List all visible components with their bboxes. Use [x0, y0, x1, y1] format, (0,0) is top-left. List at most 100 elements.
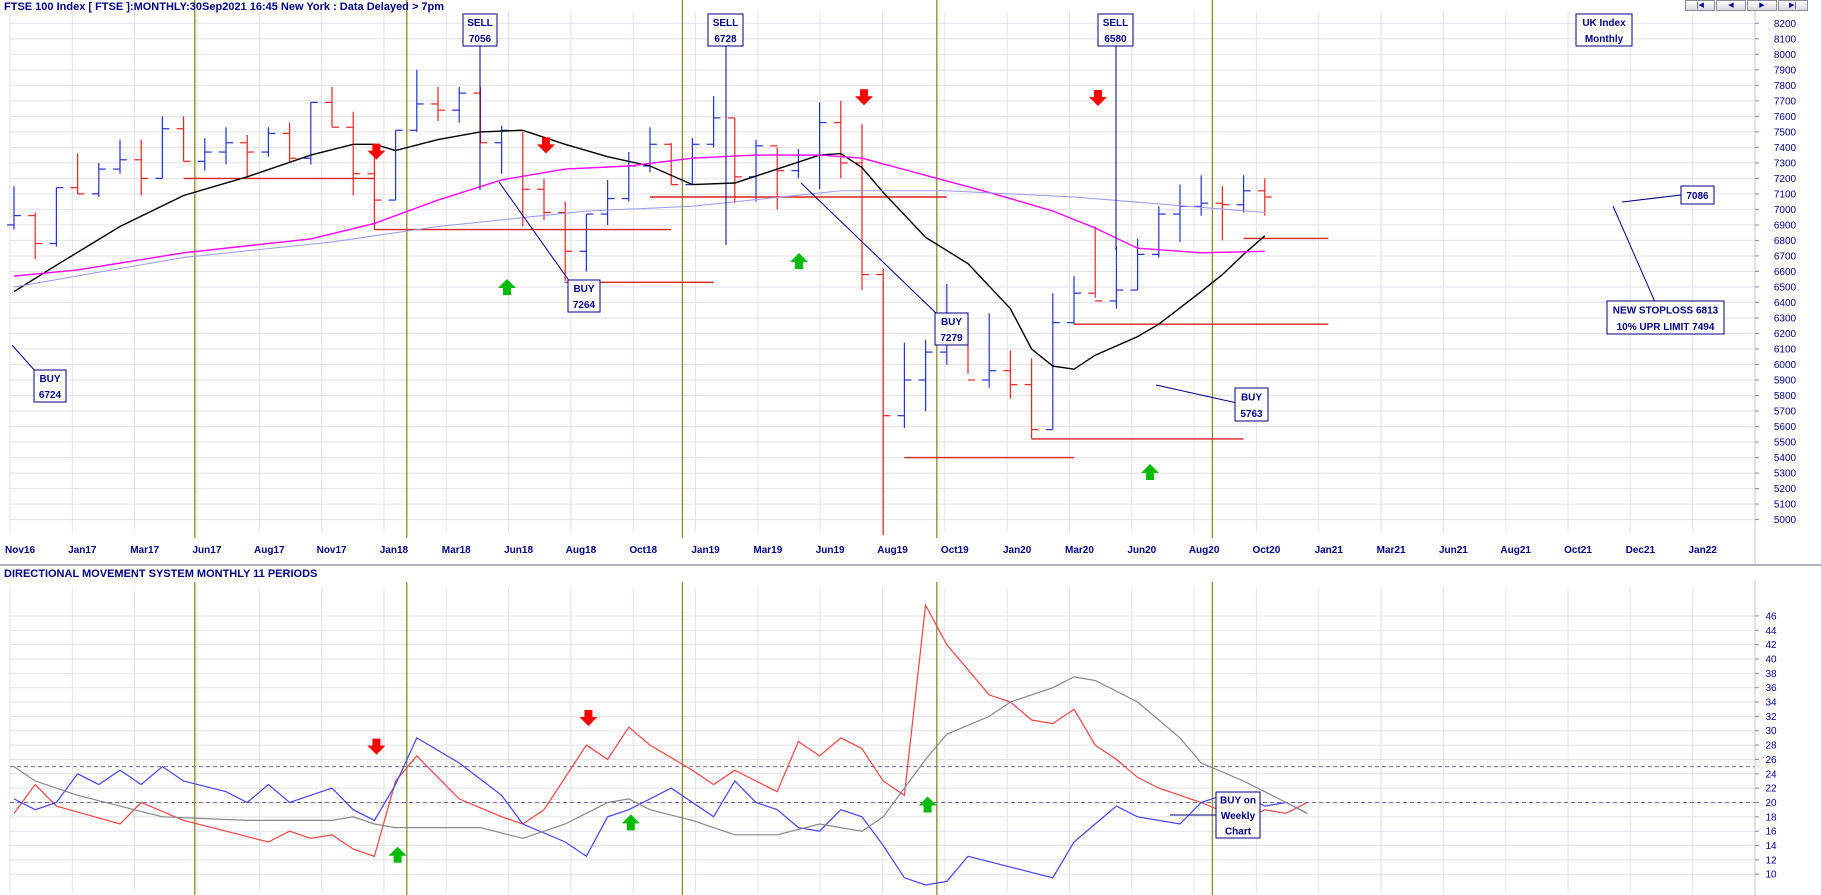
dms-tick-label: 20 — [1765, 798, 1777, 809]
dms-buy-arrow-icon — [918, 796, 937, 813]
x-tick-label: Aug21 — [1500, 545, 1531, 556]
ohlc-bar — [219, 127, 233, 165]
price-tick-label: 8000 — [1774, 50, 1797, 61]
ohlc-bar — [812, 102, 827, 190]
dms-tick-label: 18 — [1765, 812, 1777, 823]
ohlc-bar — [1067, 276, 1081, 325]
price-tick-label: 5400 — [1774, 453, 1797, 464]
x-tick-label: Oct20 — [1253, 545, 1281, 556]
ohlc-bar — [982, 313, 997, 388]
ohlc-bar — [833, 100, 848, 179]
annotation-box — [934, 312, 969, 346]
ohlc-bar — [176, 116, 191, 162]
dms-tick-label: 28 — [1765, 741, 1777, 752]
annotation-text: BUY on — [1220, 796, 1256, 807]
x-tick-label: Aug18 — [566, 545, 597, 556]
x-tick-label: Jan22 — [1688, 545, 1717, 556]
price-tick-label: 6900 — [1774, 220, 1797, 231]
price-tick-label: 7700 — [1774, 96, 1797, 107]
first-nav-button[interactable]: |◀ — [1685, 0, 1715, 11]
ohlc-bar — [1003, 350, 1018, 399]
sell-arrow-icon — [367, 143, 386, 160]
ohlc-bar — [452, 86, 467, 123]
ohlc-bar — [282, 122, 297, 163]
buy-arrow-icon — [1141, 464, 1159, 480]
x-tick-label: Jan21 — [1315, 545, 1344, 556]
ohlc-bar — [1257, 178, 1272, 216]
annotation-text: SELL — [467, 18, 493, 29]
dms-tick-label: 46 — [1765, 611, 1777, 622]
ohlc-bar — [1130, 238, 1145, 291]
x-tick-label: Nov17 — [317, 545, 347, 556]
ohlc-bar — [494, 125, 509, 174]
ohlc-bar — [91, 162, 106, 198]
price-chart-title: FTSE 100 Index [ FTSE ]:MONTHLY:30Sep202… — [4, 1, 444, 13]
ohlc-bar — [897, 342, 912, 429]
ohlc-bar — [1194, 175, 1209, 216]
ohlc-bar — [600, 179, 615, 225]
x-tick-label: Jun17 — [193, 545, 222, 556]
ohlc-bar — [558, 201, 573, 281]
price-tick-label: 6100 — [1774, 344, 1797, 355]
price-tick-label: 5900 — [1774, 376, 1797, 387]
dms-tick-label: 34 — [1765, 698, 1777, 709]
x-tick-label: Mar17 — [130, 545, 159, 556]
dms-tick-label: 30 — [1765, 726, 1777, 737]
annotation-box — [567, 279, 601, 313]
dms-buy-arrow-icon — [388, 846, 407, 863]
buy-label-7279: BUY 7279 — [934, 312, 969, 346]
x-tick-label: Jun21 — [1439, 545, 1468, 556]
ohlc-bar — [70, 153, 85, 195]
next-icon: ▶ — [1759, 1, 1765, 9]
price-tick-label: 5000 — [1774, 515, 1797, 526]
x-tick-label: Mar19 — [753, 545, 782, 556]
price-tick-label: 6600 — [1774, 267, 1797, 278]
last-nav-button[interactable]: ▶| — [1778, 0, 1808, 11]
annotation-text: SELL — [1103, 18, 1129, 29]
ohlc-bar — [49, 187, 64, 247]
prev-nav-button[interactable]: ◀ — [1716, 0, 1746, 11]
dms-tick-label: 10 — [1765, 870, 1777, 881]
stoploss-label: NEW STOPLOSS 6813 10% UPR LIMIT 7494 — [1606, 300, 1725, 335]
ohlc-bar — [197, 138, 212, 171]
annotation-text: 5763 — [1240, 409, 1263, 420]
price-tick-label: 5800 — [1774, 391, 1797, 402]
x-tick-label: Jun18 — [504, 545, 533, 556]
annotation-text: Monthly — [1585, 34, 1624, 45]
price-tick-label: 5100 — [1774, 500, 1797, 511]
ohlc-bar — [918, 339, 933, 412]
sell-label-6580: SELL 6580 — [1097, 13, 1134, 47]
price-tick-label: 7300 — [1774, 158, 1797, 169]
annotation-text: 7279 — [940, 333, 963, 344]
ohlc-bar — [706, 96, 721, 148]
ohlc-bar — [579, 213, 594, 272]
annotation-text: NEW STOPLOSS 6813 — [1613, 305, 1719, 316]
annotation-box — [1606, 300, 1725, 335]
ohlc-bar — [1088, 226, 1103, 302]
ohlc-bar — [1236, 175, 1251, 213]
annotation-box — [462, 13, 498, 47]
price-tick-label: 7500 — [1774, 127, 1797, 138]
dms-series-0 — [13, 603, 1308, 858]
dms-chart-title: DIRECTIONAL MOVEMENT SYSTEM MONTHLY 11 P… — [4, 568, 317, 580]
next-nav-button[interactable]: ▶ — [1747, 0, 1777, 11]
annotation-box — [1575, 13, 1633, 47]
price-tick-label: 6400 — [1774, 298, 1797, 309]
annotation-text: 6724 — [39, 390, 62, 401]
ohlc-bar — [409, 69, 424, 132]
ohlc-bar — [727, 117, 742, 204]
price-tick-label: 5500 — [1774, 438, 1797, 449]
x-tick-label: Jun19 — [816, 545, 845, 556]
ohlc-bar — [431, 86, 445, 122]
ohlc-bar — [155, 116, 170, 179]
x-tick-label: Oct18 — [629, 545, 657, 556]
buy-arrow-icon — [498, 279, 516, 295]
buy-label-7264: BUY 7264 — [567, 279, 601, 313]
ohlc-bar — [664, 142, 679, 186]
price-tick-label: 7800 — [1774, 81, 1797, 92]
x-tick-label: Nov16 — [5, 545, 35, 556]
buy-weekly-label: BUY on Weekly Chart — [1215, 791, 1261, 839]
sell-label-7056: SELL 7056 — [462, 13, 498, 47]
ohlc-bar — [770, 145, 785, 210]
x-tick-label: Oct21 — [1564, 545, 1592, 556]
